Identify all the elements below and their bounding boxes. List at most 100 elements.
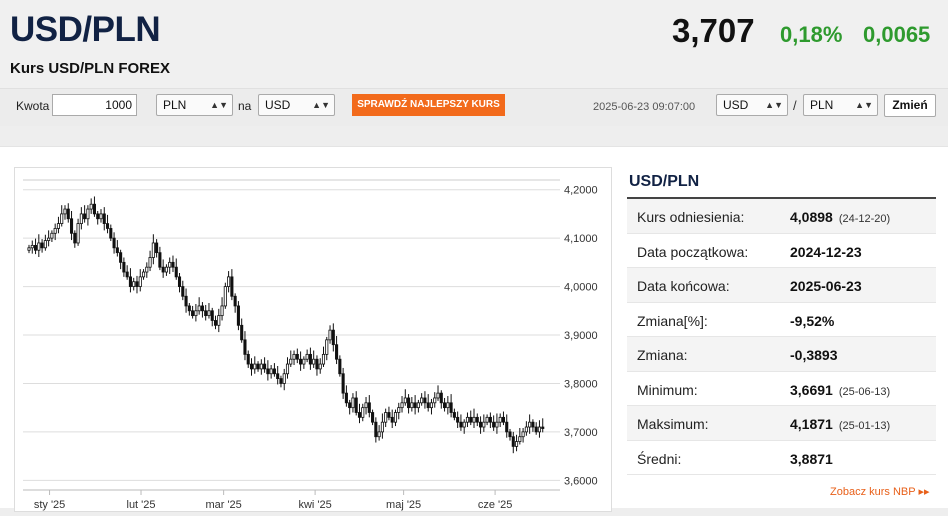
x-tick-label: mar '25	[205, 499, 241, 511]
stat-value-text: 2025-06-23	[790, 278, 862, 294]
candle-body	[374, 421, 378, 438]
candle-body	[456, 416, 460, 423]
updown-arrow-icon: ▲▼	[765, 100, 783, 110]
candle-body	[187, 305, 191, 312]
nbp-rate-link[interactable]: Zobacz kurs NBP ▸▸	[830, 486, 930, 498]
candle-body	[416, 402, 420, 409]
candle-body	[531, 421, 535, 428]
candle-body	[400, 402, 404, 409]
candle-body	[488, 416, 492, 423]
candle-body	[325, 339, 329, 355]
candle-body	[256, 363, 260, 370]
candle-body	[181, 286, 185, 297]
candle-body	[289, 358, 293, 365]
stat-value: 2024-12-23	[790, 244, 868, 260]
candle-body	[115, 247, 119, 254]
candle-body	[348, 402, 352, 409]
candle-body	[410, 402, 414, 409]
candle-body	[508, 431, 512, 438]
candle-body	[407, 397, 411, 409]
pair-quote-select[interactable]: PLN ▲▼	[803, 94, 878, 116]
stat-row: Maksimum: 4,1871 (25-01-13)	[627, 406, 936, 441]
candle-body	[537, 426, 542, 433]
candle-body	[128, 276, 132, 287]
pair-base-value: USD	[723, 98, 749, 112]
stats-table: Kurs odniesienia: 4,0898 (24-12-20) Data po…	[627, 199, 936, 475]
stat-label: Kurs odniesienia:	[637, 209, 745, 225]
candle-body	[469, 416, 473, 423]
candle-body	[43, 240, 47, 249]
candle-body	[151, 242, 155, 258]
candle-body	[351, 397, 355, 409]
candle-body	[171, 261, 175, 268]
candle-body	[521, 431, 525, 438]
candle-body	[33, 244, 38, 251]
price-chart: 4,2000 4,1000 4,0000 3,9000 3,8000 3,7000 3,60…	[14, 167, 612, 512]
candle-body	[168, 261, 172, 268]
candle-body	[73, 232, 77, 244]
updown-arrow-icon: ▲▼	[210, 100, 228, 110]
stat-date: (24-12-20)	[838, 213, 891, 225]
amount-input[interactable]: 1000	[52, 94, 137, 116]
candle-body	[528, 421, 532, 428]
stat-row: Zmiana: -0,3893	[627, 337, 936, 372]
candle-body	[433, 397, 437, 404]
y-tick-label: 4,2000	[564, 185, 598, 197]
candle-body	[413, 402, 417, 409]
candle-body	[249, 363, 254, 370]
stat-row: Średni: 3,8871	[627, 441, 936, 475]
candle-body	[420, 397, 424, 404]
candle-body	[312, 358, 316, 365]
candle-body	[498, 416, 502, 423]
candle-body	[371, 412, 375, 423]
pair-base-select[interactable]: USD ▲▼	[716, 94, 788, 116]
page-subtitle: Kurs USD/PLN FOREX	[10, 60, 171, 77]
candle-body	[125, 271, 129, 278]
candle-body	[96, 213, 100, 220]
candle-body	[308, 353, 312, 365]
y-tick-label: 3,9000	[564, 330, 598, 342]
candle-body	[524, 426, 528, 433]
x-tick-label: kwi '25	[298, 499, 331, 511]
candle-body	[194, 310, 198, 317]
from-currency-select[interactable]: PLN ▲▼	[156, 94, 233, 116]
candle-body	[534, 426, 538, 433]
change-absolute: 0,0065	[863, 22, 931, 47]
candle-body	[367, 402, 371, 413]
updown-arrow-icon: ▲▼	[855, 100, 873, 110]
stat-value: 3,6691 (25-06-13)	[790, 382, 890, 398]
candle-body	[197, 305, 201, 312]
candle-body	[158, 252, 162, 268]
candle-body	[63, 208, 67, 215]
chart-canvas: 4,2000 4,1000 4,0000 3,9000 3,8000 3,7000 3,60…	[23, 179, 598, 511]
candle-body	[459, 421, 463, 428]
candle-body	[210, 310, 214, 321]
candle-body	[328, 329, 332, 341]
candle-body	[102, 213, 106, 224]
stat-date: (25-01-13)	[838, 420, 891, 432]
candle-body	[482, 421, 486, 428]
candle-body	[335, 344, 339, 360]
candle-body	[99, 213, 103, 220]
from-currency-value: PLN	[163, 98, 187, 112]
stats-title: USD/PLN	[627, 167, 936, 199]
candle-body	[511, 436, 515, 447]
y-tick-label: 4,1000	[564, 233, 598, 245]
candle-body	[263, 363, 267, 370]
candle-body	[92, 203, 96, 215]
candle-body	[344, 392, 348, 404]
candle-body	[227, 276, 231, 287]
candle-body	[357, 412, 362, 418]
candle-body	[83, 213, 87, 220]
candle-body	[112, 237, 116, 249]
candle-body	[495, 421, 499, 428]
stat-row: Kurs odniesienia: 4,0898 (24-12-20)	[627, 199, 936, 234]
candle-body	[66, 208, 70, 220]
stat-value: -9,52%	[790, 313, 840, 329]
best-rate-button[interactable]: SPRAWDŹ NAJLEPSZY KURS	[352, 94, 505, 116]
candle-body	[341, 373, 345, 394]
x-tick-label: lut '25	[127, 499, 156, 511]
change-pair-button[interactable]: Zmień	[884, 94, 936, 117]
to-currency-select[interactable]: USD ▲▼	[258, 94, 335, 116]
stat-label: Zmiana:	[637, 347, 688, 363]
